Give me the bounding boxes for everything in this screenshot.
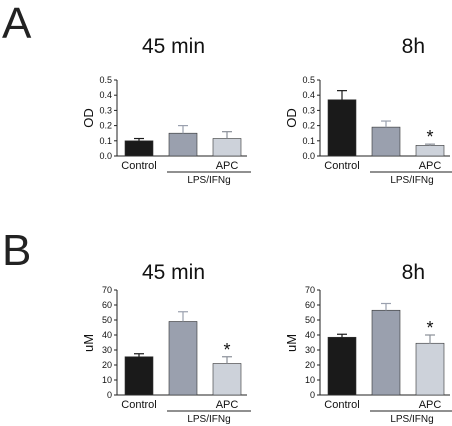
y-tick-label: 60	[305, 300, 315, 310]
y-axis-label: OD	[81, 108, 96, 128]
y-tick-label: 70	[102, 285, 112, 295]
x-tick-label: APC	[216, 160, 239, 172]
group-label: LPS/IFNg	[390, 414, 433, 425]
chart-title: 45 min	[142, 261, 205, 284]
panel-letter-a: A	[2, 0, 32, 48]
y-axis-label: OD	[284, 108, 299, 128]
bar	[327, 99, 357, 157]
y-tick-label: 40	[102, 330, 112, 340]
chart-1: 45 min OD 0.0 0.1 0.2 0.3 0.4 0.5 Control APC LPS/…	[81, 35, 251, 186]
bar	[212, 138, 242, 157]
x-tick-label: Control	[121, 399, 156, 411]
y-tick-label: 10	[305, 375, 315, 385]
bar	[168, 321, 198, 396]
y-tick-label: 30	[305, 345, 315, 355]
y-tick-label: 0.0	[99, 151, 112, 161]
y-tick-label: 0.3	[302, 105, 315, 115]
bar	[415, 342, 445, 396]
y-tick-label: 0.2	[99, 121, 112, 131]
y-tick-label: 0.4	[99, 90, 112, 100]
chart-title: 8h	[402, 261, 425, 284]
chart-3: 45 min uM 0 10 20 30 40 50 60 70 * Control APC LPS/IF…	[81, 261, 251, 425]
chart-2: 8h OD 0.0 0.1 0.2 0.3 0.4 0.5 * Control APC LPS/IFN…	[284, 35, 452, 186]
y-tick-label: 0.5	[99, 75, 112, 85]
y-tick-label: 0	[310, 390, 315, 400]
bar	[124, 140, 154, 157]
y-tick-label: 10	[102, 375, 112, 385]
y-tick-label: 0.3	[99, 105, 112, 115]
bar	[327, 336, 357, 396]
x-tick-label: APC	[419, 160, 442, 172]
chart-4: 8h uM 0 10 20 30 40 50 60 70 * Control APC LPS/IFNg	[284, 261, 452, 425]
x-tick-label: Control	[324, 160, 359, 172]
chart-title: 45 min	[142, 35, 205, 58]
group-label: LPS/IFNg	[187, 175, 230, 186]
x-tick-label: APC	[216, 399, 239, 411]
bar	[168, 132, 198, 157]
bar	[371, 126, 401, 157]
y-tick-label: 40	[305, 330, 315, 340]
y-tick-label: 0.1	[99, 136, 112, 146]
y-tick-label: 0.2	[302, 121, 315, 131]
significance-marker: *	[223, 340, 230, 360]
y-tick-label: 20	[102, 360, 112, 370]
x-tick-label: Control	[121, 160, 156, 172]
y-tick-label: 50	[102, 315, 112, 325]
y-tick-label: 0.4	[302, 90, 315, 100]
y-tick-label: 50	[305, 315, 315, 325]
y-axis-label: uM	[284, 334, 299, 352]
x-tick-label: Control	[324, 399, 359, 411]
chart-title: 8h	[402, 35, 425, 58]
y-tick-label: 0.0	[302, 151, 315, 161]
bar	[212, 363, 242, 396]
y-tick-label: 70	[305, 285, 315, 295]
significance-marker: *	[426, 127, 433, 147]
charts-layer: 45 min OD 0.0 0.1 0.2 0.3 0.4 0.5 Control APC LPS/…	[81, 35, 452, 425]
group-label: LPS/IFNg	[187, 414, 230, 425]
y-tick-label: 20	[305, 360, 315, 370]
bar	[124, 356, 154, 396]
x-tick-label: APC	[419, 399, 442, 411]
y-tick-label: 30	[102, 345, 112, 355]
significance-marker: *	[426, 318, 433, 338]
y-tick-label: 0.5	[302, 75, 315, 85]
y-tick-label: 0.1	[302, 136, 315, 146]
y-tick-label: 0	[107, 390, 112, 400]
group-label: LPS/IFNg	[390, 175, 433, 186]
y-tick-label: 60	[102, 300, 112, 310]
panel-letter-b: B	[2, 226, 31, 275]
y-axis-label: uM	[81, 334, 96, 352]
bar	[371, 309, 401, 396]
